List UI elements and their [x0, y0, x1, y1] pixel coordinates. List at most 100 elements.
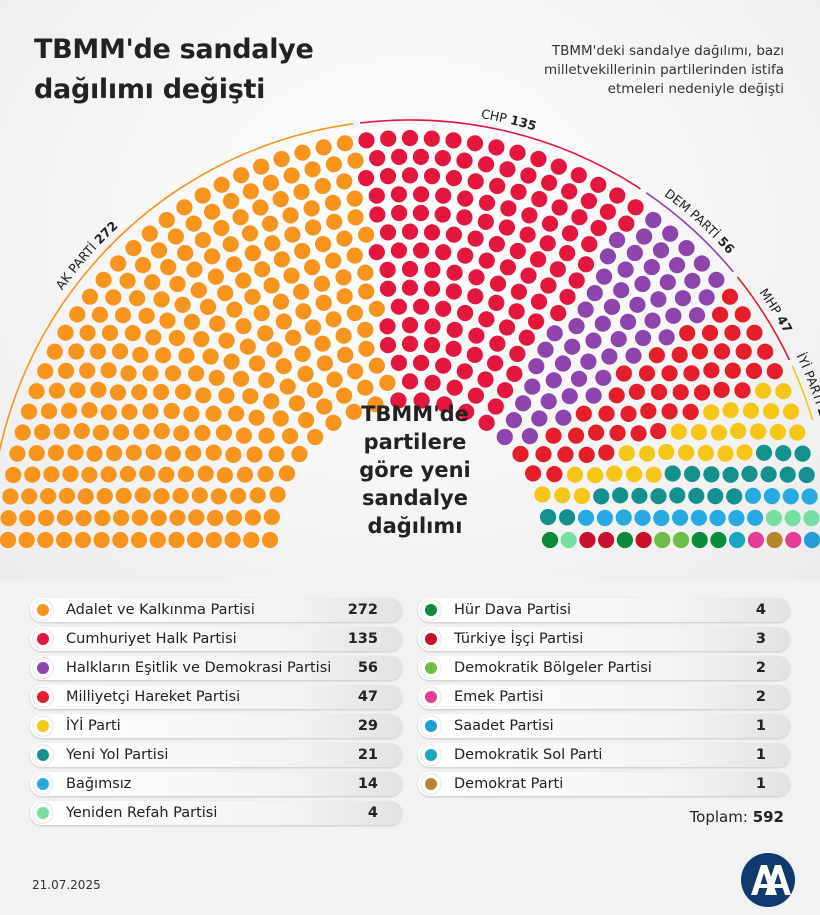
- seat-adalet-ve-kalkinma-partisi: [204, 248, 221, 265]
- seat-adalet-ve-kalkinma-partisi: [297, 365, 314, 382]
- seat-bagimsiz: [728, 509, 745, 527]
- total-label: Toplam:: [689, 808, 748, 826]
- six-arrows-icon: [33, 629, 53, 649]
- seat-milliyetci-hareket-partisi: [609, 424, 626, 442]
- seat-adalet-ve-kalkinma-partisi: [218, 332, 235, 349]
- seat-iyi-parti: [769, 423, 786, 441]
- seat-adalet-ve-kalkinma-partisi: [159, 312, 176, 329]
- seat-adalet-ve-kalkinma-partisi: [2, 488, 19, 505]
- seat-adalet-ve-kalkinma-partisi: [194, 187, 211, 204]
- seat-adalet-ve-kalkinma-partisi: [225, 509, 243, 526]
- seat-adalet-ve-kalkinma-partisi: [305, 219, 322, 236]
- seat-adalet-ve-kalkinma-partisi: [347, 152, 364, 169]
- seat-adalet-ve-kalkinma-partisi: [205, 405, 222, 422]
- seat-adalet-ve-kalkinma-partisi: [56, 531, 73, 549]
- seat-milliyetci-hareket-partisi: [650, 423, 667, 440]
- seat-adalet-ve-kalkinma-partisi: [186, 261, 203, 278]
- seat-halklarin-esitlik-ve-demokrasi-partisi: [684, 272, 701, 289]
- seat-milliyetci-hareket-partisi: [545, 427, 562, 444]
- seat-adalet-ve-kalkinma-partisi: [139, 465, 156, 482]
- seat-adalet-ve-kalkinma-partisi: [258, 427, 275, 444]
- legend-seat-count: 3: [755, 631, 766, 647]
- independent-icon: [33, 774, 53, 794]
- seat-cumhuriyet-halk-partisi: [477, 371, 494, 388]
- seat-cumhuriyet-halk-partisi: [498, 319, 516, 336]
- legend-row-yeniden-refah-partisi: Yeniden Refah Partisi 4: [30, 801, 402, 825]
- seat-adalet-ve-kalkinma-partisi: [278, 465, 295, 482]
- seat-iyi-parti: [606, 465, 623, 482]
- seat-yeni-yol-partisi: [540, 508, 557, 526]
- seat-halklarin-esitlik-ve-demokrasi-partisi: [698, 289, 715, 306]
- seat-cumhuriyet-halk-partisi: [508, 303, 525, 320]
- seat-milliyetci-hareket-partisi: [683, 365, 700, 382]
- seat-adalet-ve-kalkinma-partisi: [235, 427, 252, 444]
- seat-adalet-ve-kalkinma-partisi: [303, 200, 320, 217]
- seat-adalet-ve-kalkinma-partisi: [169, 275, 186, 293]
- seat-adalet-ve-kalkinma-partisi: [345, 403, 362, 420]
- seat-adalet-ve-kalkinma-partisi: [177, 466, 194, 483]
- seat-cumhuriyet-halk-partisi: [401, 167, 419, 184]
- seat-cumhuriyet-halk-partisi: [509, 144, 526, 161]
- seat-adalet-ve-kalkinma-partisi: [326, 371, 343, 388]
- demokrat-parti-icon: [421, 774, 441, 794]
- seat-adalet-ve-kalkinma-partisi: [295, 303, 312, 320]
- seat-iyi-parti: [587, 467, 604, 484]
- legend-party-name: Yeni Yol Partisi: [66, 747, 169, 763]
- seat-milliyetci-hareket-partisi: [691, 343, 709, 360]
- seat-cumhuriyet-halk-partisi: [401, 317, 419, 334]
- seat-adalet-ve-kalkinma-partisi: [120, 365, 137, 382]
- seat-adalet-ve-kalkinma-partisi: [18, 531, 35, 549]
- arc-line-mhp: [736, 276, 791, 361]
- seat-adalet-ve-kalkinma-partisi: [248, 355, 266, 372]
- seat-adalet-ve-kalkinma-partisi: [233, 167, 250, 184]
- seat-adalet-ve-kalkinma-partisi: [91, 306, 108, 323]
- seat-milliyetci-hareket-partisi: [734, 382, 751, 399]
- seat-adalet-ve-kalkinma-partisi: [315, 236, 332, 253]
- legend-right: Hür Dava Partisi 4 Türkiye İşçi Partisi 3 De…: [418, 598, 790, 801]
- seat-yeni-yol-partisi: [559, 509, 576, 526]
- seat-adalet-ve-kalkinma-partisi: [38, 509, 55, 527]
- seat-adalet-ve-kalkinma-partisi: [61, 402, 78, 419]
- seat-adalet-ve-kalkinma-partisi: [357, 321, 374, 338]
- legend-seat-count: 56: [357, 660, 378, 676]
- seat-adalet-ve-kalkinma-partisi: [199, 298, 217, 315]
- seat-milliyetci-hareket-partisi: [735, 343, 752, 360]
- legend-row-turkiye-isci-partisi: Türkiye İşçi Partisi 3: [418, 627, 790, 651]
- seat-adalet-ve-kalkinma-partisi: [291, 445, 308, 463]
- seat-adalet-ve-kalkinma-partisi: [379, 374, 396, 391]
- seat-adalet-ve-kalkinma-partisi: [218, 387, 235, 404]
- seat-cumhuriyet-halk-partisi: [446, 379, 463, 396]
- seat-yeni-yol-partisi: [755, 444, 773, 461]
- seat-adalet-ve-kalkinma-partisi: [183, 405, 200, 422]
- seat-cumhuriyet-halk-partisi: [413, 186, 430, 203]
- seat-halklarin-esitlik-ve-demokrasi-partisi: [537, 341, 554, 358]
- seat-bagimsiz: [596, 509, 614, 527]
- seat-halklarin-esitlik-ve-demokrasi-partisi: [570, 370, 588, 387]
- seat-milliyetci-hareket-partisi: [724, 324, 741, 341]
- seat-adalet-ve-kalkinma-partisi: [105, 289, 122, 306]
- seat-milliyetci-hareket-partisi: [620, 405, 637, 422]
- seat-adalet-ve-kalkinma-partisi: [124, 325, 141, 342]
- seat-cumhuriyet-halk-partisi: [497, 382, 514, 399]
- seat-milliyetci-hareket-partisi: [672, 384, 689, 401]
- seat-adalet-ve-kalkinma-partisi: [335, 327, 352, 344]
- seat-adalet-ve-kalkinma-partisi: [131, 384, 148, 401]
- yeni-yol-icon: [33, 745, 53, 765]
- seat-adalet-ve-kalkinma-partisi: [150, 242, 168, 259]
- arc-label-name: CHP: [480, 106, 512, 127]
- seat-halklarin-esitlik-ve-demokrasi-partisi: [603, 298, 621, 315]
- seat-adalet-ve-kalkinma-partisi: [158, 466, 175, 483]
- seat-cumhuriyet-halk-partisi: [445, 132, 462, 149]
- seat-adalet-ve-kalkinma-partisi: [244, 245, 261, 262]
- seat-adalet-ve-kalkinma-partisi: [282, 207, 299, 224]
- seat-adalet-ve-kalkinma-partisi: [28, 383, 45, 400]
- legend-party-name: Hür Dava Partisi: [454, 602, 572, 618]
- seat-adalet-ve-kalkinma-partisi: [232, 370, 250, 387]
- seat-adalet-ve-kalkinma-partisi: [194, 424, 211, 442]
- seat-cumhuriyet-halk-partisi: [618, 215, 635, 232]
- seat-adalet-ve-kalkinma-partisi: [37, 531, 54, 549]
- seat-hur-dava-partisi: [616, 531, 634, 549]
- legend-seat-count: 1: [755, 747, 766, 763]
- seat-iyi-parti: [690, 424, 708, 441]
